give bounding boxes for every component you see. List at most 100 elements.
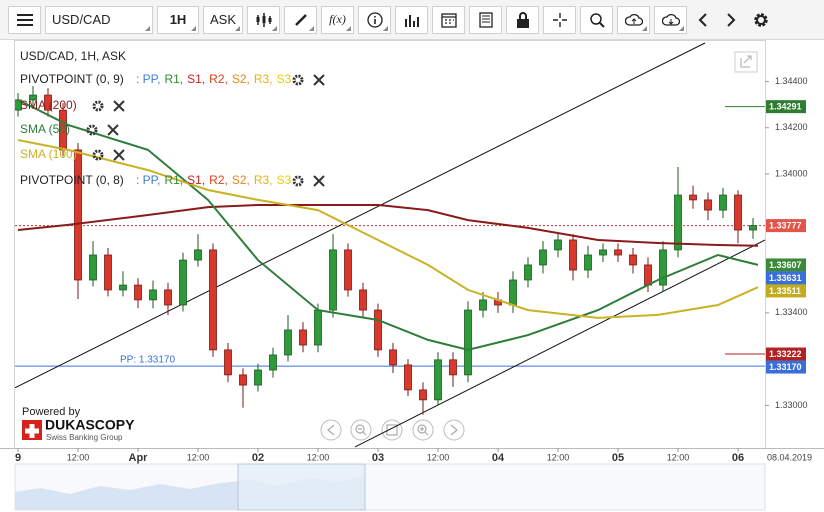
settings-icon[interactable]: [292, 74, 304, 86]
candle-body: [254, 369, 262, 386]
candle-body: [614, 249, 622, 256]
y-tick-label: 1.33400: [775, 307, 808, 317]
candle-body: [134, 284, 142, 301]
zoom-icons: [327, 424, 458, 436]
candle-body: [719, 194, 727, 211]
pivot-level: R2,: [209, 173, 228, 187]
pivot-level: R2,: [209, 72, 228, 86]
news-button[interactable]: [469, 5, 502, 34]
settings-icon[interactable]: [86, 124, 98, 136]
candle-body: [119, 284, 127, 291]
candle-body: [239, 374, 247, 386]
pivot-indicator-name: PIVOTPOINT (0, 8): [20, 173, 124, 187]
candle-body: [659, 249, 667, 286]
candle-body: [569, 239, 577, 271]
x-tick-label: 12:00: [67, 452, 90, 462]
candle-body: [329, 249, 337, 311]
pivot-level: S1,: [187, 72, 205, 86]
remove-icon[interactable]: [113, 149, 125, 161]
price-tag: [766, 284, 806, 298]
indicator-button[interactable]: f(x): [321, 5, 354, 34]
zoom-reset[interactable]: [381, 419, 403, 441]
popout-button[interactable]: [734, 51, 758, 73]
toolbar: USD/CAD 1H ASK f(x): [0, 0, 824, 40]
background: [0, 40, 824, 512]
chart-type-button[interactable]: [247, 5, 280, 34]
zoom-button[interactable]: [580, 5, 613, 34]
period-select[interactable]: 1H: [157, 5, 199, 34]
remove-icon[interactable]: [313, 74, 325, 86]
download-button[interactable]: [654, 5, 687, 34]
pivot-levels: : PP, R1, S1, R2, S2, R3, S3: [136, 72, 292, 86]
nav-right[interactable]: [443, 419, 465, 441]
upload-button[interactable]: [617, 5, 650, 34]
y-tick-label: 1.34200: [775, 122, 808, 132]
candle-body: [404, 364, 412, 391]
x-tick-label: 06: [732, 452, 744, 464]
menu-button[interactable]: [8, 5, 41, 34]
draw-button[interactable]: [284, 5, 317, 34]
candle-body: [389, 349, 397, 366]
candle-body: [464, 309, 472, 376]
prev-button[interactable]: [691, 6, 715, 34]
price-tag-label: 1.33631: [769, 273, 802, 283]
remove-icon[interactable]: [113, 100, 125, 112]
info-button[interactable]: [358, 5, 391, 34]
symbol: USD/CAD: [52, 12, 111, 27]
pivot-level: S3: [277, 72, 292, 86]
x-tick-label: 12:00: [307, 452, 330, 462]
legend-title: USD/CAD, 1H, ASK: [20, 49, 126, 63]
x-tick-label: Apr: [129, 452, 149, 464]
zoom-out[interactable]: [350, 419, 372, 441]
side: ASK: [209, 12, 236, 27]
pivot-level: S3: [277, 173, 292, 187]
zoom-in[interactable]: [412, 419, 434, 441]
candle-body: [344, 249, 352, 291]
candle-body: [734, 194, 742, 231]
symbol-select[interactable]: USD/CAD: [45, 5, 153, 34]
pivot-levels: : PP, R1, S1, R2, S2, R3, S3: [136, 173, 292, 187]
settings-icon[interactable]: [292, 175, 304, 187]
price-tag: [766, 258, 806, 272]
y-tick-label: 1.33000: [775, 400, 808, 410]
navigator-window[interactable]: [237, 463, 366, 511]
sma-line: [17, 99, 759, 351]
settings-icon[interactable]: [92, 100, 104, 112]
settings-icon[interactable]: [92, 149, 104, 161]
pivot-level: R3,: [254, 173, 273, 187]
candle-body: [749, 225, 757, 231]
brand-tagline: Swiss Banking Group: [46, 433, 123, 442]
candle-body: [479, 299, 487, 311]
candle-body: [524, 264, 532, 281]
period: 1H: [169, 12, 187, 27]
sma-legend: SMA (100): [20, 147, 77, 161]
settings-button[interactable]: [747, 6, 775, 34]
candle-body: [359, 289, 367, 311]
remove-icon[interactable]: [107, 124, 119, 136]
nav-left[interactable]: [320, 419, 342, 441]
x-tick-label: 04: [492, 452, 505, 464]
pivot-level: R3,: [254, 72, 273, 86]
candle-body: [149, 289, 157, 301]
plot: PP: 1.33170: [15, 42, 765, 448]
sma-legend: SMA (50): [20, 122, 70, 136]
price-tag: [766, 219, 806, 233]
x-tick-label: 12:00: [427, 452, 450, 462]
candle-body: [584, 254, 592, 271]
lock-button[interactable]: [506, 5, 539, 34]
trend-line: [15, 42, 706, 389]
price-tag-label: 1.33222: [769, 349, 802, 359]
price-tag: [766, 271, 806, 285]
calendar-button[interactable]: [432, 5, 465, 34]
next-button[interactable]: [719, 6, 743, 34]
side-select[interactable]: ASK: [203, 5, 243, 34]
powered-by: Powered by: [22, 406, 81, 418]
crosshair-button[interactable]: [543, 5, 576, 34]
remove-icon[interactable]: [313, 175, 325, 187]
volume-button[interactable]: [395, 5, 428, 34]
pivot-level: : PP,: [136, 173, 160, 187]
sma-line: [17, 139, 759, 319]
candle-body: [179, 259, 187, 306]
candle-body: [629, 254, 637, 266]
